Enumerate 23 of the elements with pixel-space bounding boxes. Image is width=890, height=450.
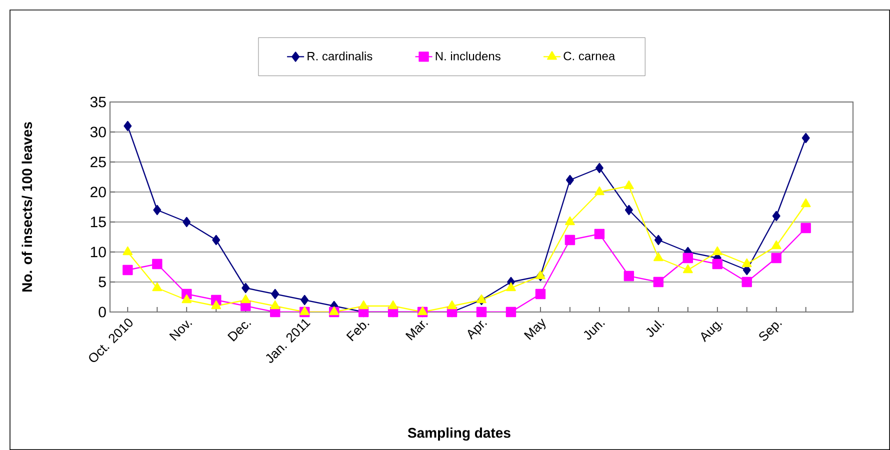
y-axis-title: No. of insects/ 100 leaves (22, 122, 32, 292)
y-tick-label: 10 (90, 246, 106, 258)
x-tick-label: Mar. (405, 320, 428, 340)
x-tick-label: Sep. (759, 322, 782, 341)
y-tick-label: 15 (90, 216, 106, 228)
legend-label: N. includens (436, 52, 500, 60)
x-tick-label: May (524, 318, 546, 340)
x-tick-label: Aug. (701, 322, 723, 342)
x-tick-label: Dec. (227, 322, 252, 342)
y-tick-label: 25 (90, 156, 106, 168)
x-tick-label: Apr. (468, 320, 487, 340)
x-tick-label: Jul. (646, 320, 664, 337)
y-tick-label: 5 (98, 276, 106, 288)
y-tick-label: 0 (98, 306, 106, 318)
x-tick-label: Feb. (346, 322, 370, 342)
x-axis-title: Sampling dates (408, 428, 510, 441)
legend-label: C. carnea (564, 52, 616, 60)
y-tick-label: 20 (90, 186, 106, 198)
x-tick-label: Jun. (584, 322, 605, 340)
y-tick-label: 30 (90, 126, 106, 138)
legend-label: R. cardinalis (308, 52, 372, 60)
x-tick-label: Nov. (169, 320, 192, 341)
y-tick-label: 35 (90, 96, 106, 108)
